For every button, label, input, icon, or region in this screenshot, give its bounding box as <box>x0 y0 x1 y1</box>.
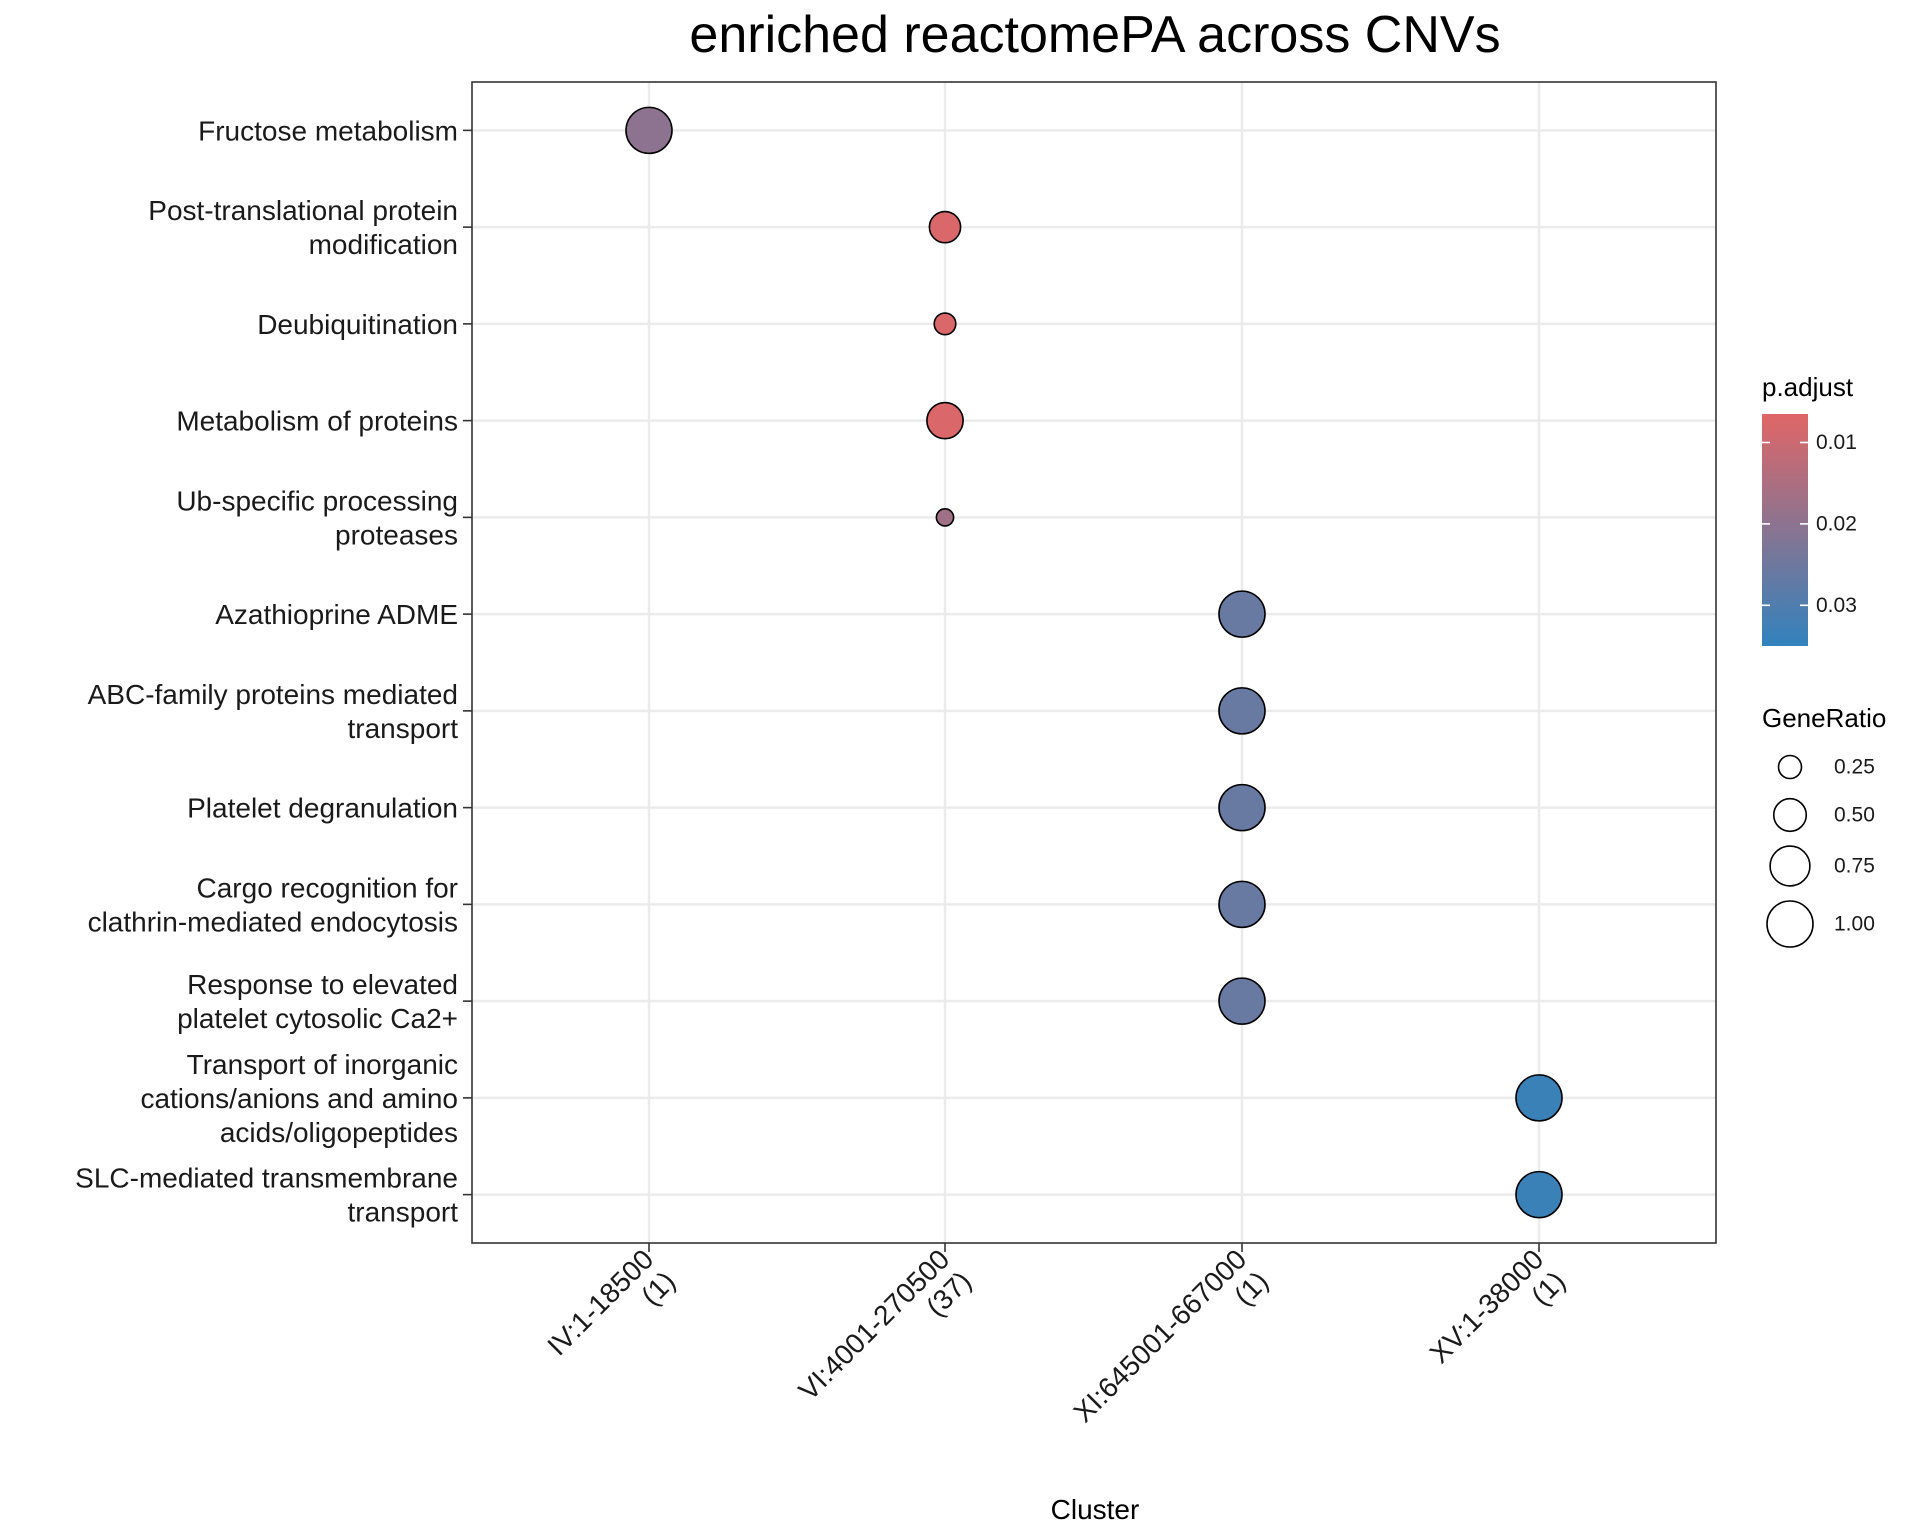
data-point <box>926 401 964 440</box>
y-tick-label-line: Ub-specific processing <box>176 485 458 516</box>
y-tick-label: Post-translational protein modification <box>148 195 458 260</box>
size-legend-label: 0.75 <box>1834 855 1875 878</box>
size-legend-label: 0.50 <box>1834 804 1875 827</box>
y-tick-label: Metabolism of proteins <box>176 405 458 436</box>
x-tick-label: XI:645001-667000(1) <box>1067 1243 1274 1450</box>
y-tick-label: Fructose metabolism <box>198 115 458 146</box>
size-legend-label: 0.25 <box>1834 756 1875 779</box>
x-tick-label-line: IV:1-18500 <box>541 1243 659 1361</box>
plot-area: Fructose metabolism Post-translational pr… <box>75 81 1717 1450</box>
y-tick-label-line: Metabolism of proteins <box>176 405 458 436</box>
chart-title: enriched reactomePA across CNVs <box>689 6 1500 64</box>
y-tick-label-line: cations/anions and amino <box>140 1082 458 1113</box>
y-tick-label-line: transport <box>348 712 459 743</box>
y-tick-label: ABC-family proteins mediated transport <box>88 678 459 743</box>
y-tick-label: SLC-mediated transmembrane transport <box>75 1162 458 1227</box>
panel-background <box>472 82 1716 1243</box>
y-tick-label-line: SLC-mediated transmembrane <box>75 1162 458 1193</box>
data-point <box>933 312 957 336</box>
y-tick-label: Response to elevated platelet cytosolic C… <box>177 969 458 1034</box>
data-point <box>935 507 955 527</box>
data-point <box>928 210 962 244</box>
data-point <box>1218 783 1266 832</box>
color-legend-label: 0.03 <box>1816 594 1857 617</box>
x-tick-label-line: XI:645001-667000 <box>1067 1243 1252 1428</box>
y-tick-label: Ub-specific processing proteases <box>176 485 458 550</box>
size-legend-circle <box>1777 754 1803 780</box>
y-tick-label-line: clathrin-mediated endocytosis <box>88 906 458 937</box>
y-tick-label-line: Post-translational protein <box>148 195 458 226</box>
y-tick-label-line: Transport of inorganic <box>187 1048 458 1079</box>
size-legend-circle <box>1772 797 1808 833</box>
x-tick-label: VI:4001-270500(37) <box>793 1243 978 1428</box>
y-tick-label-line: proteases <box>335 519 458 550</box>
data-point <box>625 106 673 155</box>
y-tick-label-line: Response to elevated <box>187 969 458 1000</box>
x-tick-label: IV:1-18500(1) <box>541 1243 681 1383</box>
legend: p.adjust 0.01 0.02 0.03 GeneRatio 0.25 0.50 0.7… <box>1762 372 1886 948</box>
data-point <box>1515 1074 1563 1122</box>
size-legend-circle <box>1769 845 1811 887</box>
color-legend-label: 0.01 <box>1816 431 1857 454</box>
y-tick-label: Azathioprine ADME <box>215 599 458 630</box>
y-tick-label-line: Cargo recognition for <box>197 872 458 903</box>
data-point <box>1218 590 1266 638</box>
x-tick-label: XV:1-38000(1) <box>1424 1243 1572 1391</box>
x-tick-label-line: VI:4001-270500 <box>793 1243 956 1406</box>
size-legend-label: 1.00 <box>1834 913 1875 936</box>
size-legend-title: GeneRatio <box>1762 703 1886 733</box>
data-point <box>1218 977 1266 1025</box>
y-tick-label: Cargo recognition for clathrin-mediated e… <box>88 872 458 937</box>
y-tick-label-line: Fructose metabolism <box>198 115 458 146</box>
y-tick-label-line: modification <box>309 229 458 260</box>
data-point <box>1515 1170 1563 1219</box>
color-legend-title: p.adjust <box>1762 372 1854 402</box>
y-tick-label-line: Azathioprine ADME <box>215 599 458 630</box>
y-tick-label-line: acids/oligopeptides <box>220 1116 458 1147</box>
y-tick-label-line: Platelet degranulation <box>187 792 458 823</box>
y-tick-label-line: platelet cytosolic Ca2+ <box>177 1003 458 1034</box>
y-tick-label: Deubiquitination <box>257 308 458 339</box>
data-point <box>1218 687 1266 735</box>
x-axis-title: Cluster <box>1051 1494 1140 1525</box>
data-point <box>1218 880 1266 929</box>
color-bar <box>1762 414 1808 646</box>
size-legend-circle <box>1766 900 1814 948</box>
y-tick-label-line: Deubiquitination <box>257 308 458 339</box>
y-tick-label-line: ABC-family proteins mediated <box>88 678 458 709</box>
y-tick-label-line: transport <box>348 1196 459 1227</box>
x-tick-label-line: XV:1-38000 <box>1424 1243 1550 1369</box>
color-legend-label: 0.02 <box>1816 512 1857 535</box>
y-tick-label: Platelet degranulation <box>187 792 458 823</box>
y-tick-label: Transport of inorganic cations/anions and… <box>140 1048 458 1147</box>
panel-border <box>471 81 1717 1244</box>
